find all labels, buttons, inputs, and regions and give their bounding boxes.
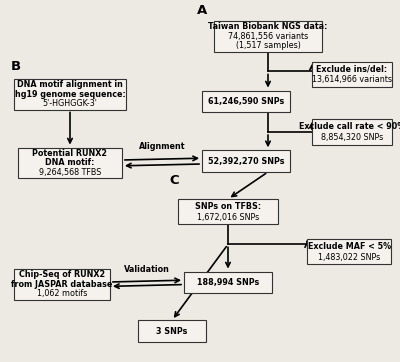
Text: Chip-Seq of RUNX2: Chip-Seq of RUNX2	[19, 270, 105, 279]
Text: 52,392,270 SNPs: 52,392,270 SNPs	[208, 157, 284, 165]
Text: A: A	[197, 4, 207, 17]
Text: DNA motif alignment in: DNA motif alignment in	[17, 80, 123, 89]
FancyBboxPatch shape	[202, 90, 290, 112]
Text: 5'-HGHGGK-3': 5'-HGHGGK-3'	[42, 99, 98, 108]
Text: from JASPAR database: from JASPAR database	[11, 280, 113, 289]
Text: 1,483,022 SNPs: 1,483,022 SNPs	[318, 253, 380, 262]
FancyBboxPatch shape	[14, 269, 110, 300]
FancyBboxPatch shape	[312, 119, 392, 145]
FancyBboxPatch shape	[214, 21, 322, 51]
Text: SNPs on TFBS:: SNPs on TFBS:	[195, 202, 261, 211]
Text: Exclude call rate < 90%: Exclude call rate < 90%	[299, 122, 400, 131]
Text: 13,614,966 variants: 13,614,966 variants	[312, 75, 392, 84]
Text: Exclude MAF < 5%: Exclude MAF < 5%	[308, 241, 391, 251]
FancyBboxPatch shape	[138, 320, 206, 342]
Text: 8,854,320 SNPs: 8,854,320 SNPs	[321, 133, 383, 142]
Text: Exclude ins/del:: Exclude ins/del:	[316, 64, 388, 73]
FancyBboxPatch shape	[178, 199, 278, 224]
Text: 188,994 SNPs: 188,994 SNPs	[197, 278, 259, 287]
Text: DNA motif:: DNA motif:	[45, 159, 95, 167]
Text: 9,264,568 TFBS: 9,264,568 TFBS	[39, 168, 101, 177]
FancyBboxPatch shape	[307, 239, 391, 264]
Text: 3 SNPs: 3 SNPs	[156, 327, 188, 336]
Text: C: C	[169, 174, 179, 188]
Text: B: B	[11, 60, 21, 73]
Text: Alignment: Alignment	[139, 142, 185, 151]
Text: 1,062 motifs: 1,062 motifs	[37, 289, 87, 298]
Text: Validation: Validation	[124, 265, 170, 274]
FancyBboxPatch shape	[18, 148, 122, 178]
Text: 1,672,016 SNPs: 1,672,016 SNPs	[197, 213, 259, 222]
Text: Taiwan Biobank NGS data:: Taiwan Biobank NGS data:	[208, 22, 328, 31]
FancyBboxPatch shape	[14, 79, 126, 109]
FancyBboxPatch shape	[202, 150, 290, 172]
Text: 74,861,556 variants: 74,861,556 variants	[228, 32, 308, 41]
Text: (1,517 samples): (1,517 samples)	[236, 41, 300, 50]
FancyBboxPatch shape	[184, 272, 272, 293]
FancyBboxPatch shape	[312, 62, 392, 87]
Text: 61,246,590 SNPs: 61,246,590 SNPs	[208, 97, 284, 106]
Text: Potential RUNX2: Potential RUNX2	[32, 149, 108, 158]
Text: hg19 genome sequence:: hg19 genome sequence:	[15, 90, 125, 98]
